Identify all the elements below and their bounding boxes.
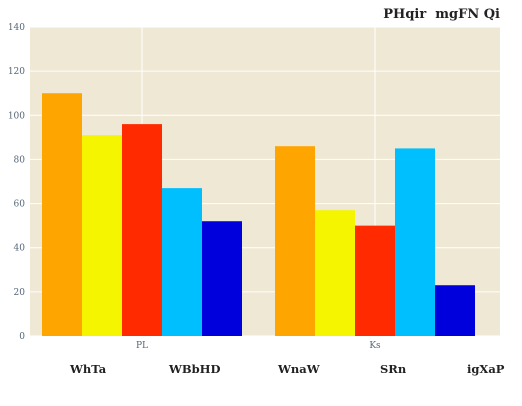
bar-SRn-PL — [162, 188, 202, 336]
y-tick-label: 20 — [14, 288, 26, 298]
bar-WBbHD-Ks — [315, 210, 355, 336]
bar-WhTa-Ks — [275, 146, 315, 336]
y-tick-label: 120 — [8, 67, 25, 77]
legend-entry-SRn: SRn — [380, 362, 407, 376]
bar-WnaW-PL — [122, 124, 162, 336]
y-tick-label: 40 — [14, 244, 26, 254]
bar-WnaW-Ks — [355, 225, 395, 336]
legend: WhTa WBbHD WnaW SRn igXaP — [0, 362, 522, 382]
y-tick-label: 60 — [14, 200, 26, 210]
y-tick-label: 80 — [14, 155, 26, 165]
y-axis: 0 20 40 60 80 100 120 140 — [8, 23, 25, 342]
bar-WBbHD-PL — [82, 135, 122, 336]
y-tick-label: 0 — [19, 332, 25, 342]
y-tick-label: 140 — [8, 23, 25, 33]
bars — [42, 93, 475, 336]
bar-WhTa-PL — [42, 93, 82, 336]
x-axis: PL Ks — [136, 341, 381, 351]
y-tick-label: 100 — [8, 111, 25, 121]
x-tick-label: PL — [136, 341, 148, 351]
legend-entry-igXaP: igXaP — [467, 362, 505, 376]
x-tick-label: Ks — [369, 341, 381, 351]
bar-igXaP-PL — [202, 221, 242, 336]
bar-SRn-Ks — [395, 148, 435, 336]
legend-entry-WhTa: WhTa — [70, 362, 107, 376]
chart-title: PHqir mgFN Qi — [383, 7, 500, 22]
legend-entry-WnaW: WnaW — [278, 362, 320, 376]
bar-igXaP-Ks — [435, 285, 475, 336]
legend-entry-WBbHD: WBbHD — [169, 362, 221, 376]
